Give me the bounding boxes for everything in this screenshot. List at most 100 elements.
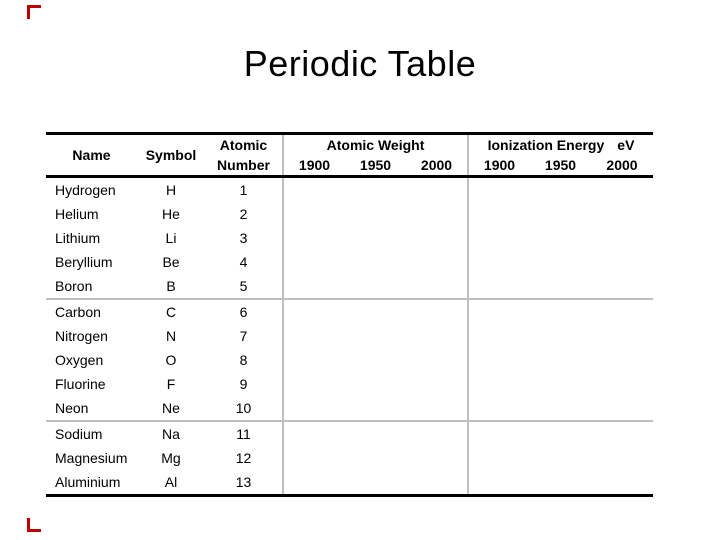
- cell-symbol: N: [165, 328, 177, 344]
- cell-ie-1900: [467, 226, 530, 250]
- col-header-aw-2000: 2000: [406, 155, 468, 178]
- cell-aw-1950: [345, 274, 406, 300]
- cell-ie-1950: [530, 202, 591, 226]
- cell-ie-1950: [530, 299, 591, 324]
- cell-ie-1900: [467, 470, 530, 496]
- cell-ie-2000: [591, 470, 653, 496]
- cell-symbol: Al: [164, 474, 178, 490]
- table-header: Name Symbol Atomic Number Atomic Weight I…: [46, 133, 654, 178]
- cell-ie-1900: [467, 176, 530, 202]
- table-row: Neon Ne 10: [46, 396, 654, 422]
- cell-aw-1900: [282, 396, 345, 422]
- cell-ie-1950: [530, 274, 591, 300]
- cell-symbol: C: [165, 304, 177, 320]
- cell-symbol: He: [162, 206, 180, 222]
- cell-atomic-number: 9: [239, 376, 248, 392]
- col-header-aw-1950: 1950: [345, 155, 406, 178]
- cell-atomic-number: 12: [235, 450, 252, 466]
- table-row: Carbon C 6: [46, 299, 653, 324]
- cell-aw-1950: [345, 324, 406, 348]
- col-header-name: Name: [46, 133, 137, 178]
- cell-aw-1950: [345, 396, 406, 422]
- table-row: Aluminium Al 13: [46, 470, 653, 496]
- table-row: Magnesium Mg 12: [46, 446, 653, 470]
- cell-ie-1950: [530, 470, 591, 496]
- cell-ie-1900: [467, 446, 530, 470]
- cell-ie-2000: [591, 396, 654, 422]
- cell-aw-2000: [406, 372, 468, 396]
- cell-ie-1950: [530, 421, 591, 446]
- cell-ie-1900: [467, 274, 530, 300]
- cell-aw-1950: [345, 372, 406, 396]
- table-row: Oxygen O 8: [46, 348, 653, 372]
- cell-name: Magnesium: [55, 450, 128, 466]
- cell-name: Aluminium: [55, 474, 121, 490]
- ionization-energy-label: Ionization Energy: [487, 137, 605, 153]
- cell-aw-2000: [406, 250, 468, 274]
- cell-ie-1950: [530, 177, 591, 203]
- cell-ie-1950: [530, 226, 591, 250]
- cell-atomic-number: 10: [205, 396, 283, 422]
- col-header-atomic-weight: Atomic Weight: [282, 133, 468, 155]
- table-body: Hydrogen H 1 Helium He 2 Lithium Li 3 Beryllium Be…: [46, 176, 654, 496]
- cell-name: Oxygen: [55, 352, 104, 368]
- red-corner-mark-bottom-left-icon: [27, 518, 41, 532]
- table-row: Boron B 5: [46, 274, 654, 300]
- cell-ie-2000: [591, 202, 653, 226]
- cell-aw-1900: [282, 226, 345, 250]
- cell-ie-1900: [467, 250, 530, 274]
- cell-atomic-number: 2: [239, 206, 248, 222]
- cell-ie-2000: [591, 348, 653, 372]
- cell-aw-1950: [345, 177, 406, 203]
- cell-ie-1950: [530, 446, 591, 470]
- cell-aw-2000: [406, 177, 468, 203]
- header-row-groups: Name Symbol Atomic Number Atomic Weight I…: [46, 133, 654, 178]
- cell-name: Boron: [46, 274, 137, 300]
- cell-aw-1900: [282, 250, 345, 274]
- cell-aw-1900: [282, 446, 345, 470]
- cell-aw-1950: [345, 250, 406, 274]
- cell-ie-2000: [591, 177, 653, 203]
- cell-name: Neon: [46, 396, 137, 422]
- cell-ie-1950: [530, 372, 591, 396]
- cell-aw-1950: [345, 299, 406, 324]
- cell-aw-1950: [345, 446, 406, 470]
- cell-name: Beryllium: [55, 254, 113, 270]
- cell-atomic-number: 6: [239, 304, 248, 320]
- table-row: Nitrogen N 7: [46, 324, 653, 348]
- cell-atomic-number: 11: [236, 426, 251, 442]
- cell-aw-1950: [345, 226, 406, 250]
- table-row: Sodium Na 11: [46, 421, 653, 446]
- table-row: Beryllium Be 4: [46, 250, 653, 274]
- cell-aw-2000: [406, 226, 468, 250]
- cell-name: Sodium: [55, 426, 103, 442]
- cell-symbol: B: [137, 274, 205, 300]
- cell-aw-1900: [282, 274, 345, 300]
- cell-symbol: O: [165, 352, 177, 368]
- cell-atomic-number: 13: [235, 474, 252, 490]
- cell-name: Hydrogen: [55, 182, 116, 198]
- cell-atomic-number: 3: [239, 230, 248, 246]
- cell-atomic-number: 7: [239, 328, 248, 344]
- col-header-aw-1900: 1900: [282, 155, 345, 178]
- cell-aw-1950: [345, 421, 406, 446]
- cell-aw-2000: [406, 299, 468, 324]
- cell-aw-1900: [282, 372, 345, 396]
- cell-aw-1900: [282, 470, 345, 496]
- cell-ie-1900: [467, 324, 530, 348]
- cell-ie-1900: [467, 202, 530, 226]
- cell-aw-2000: [406, 274, 468, 300]
- cell-ie-2000: [591, 274, 654, 300]
- cell-atomic-number: 5: [205, 274, 283, 300]
- cell-ie-1950: [530, 250, 591, 274]
- cell-symbol: Na: [162, 426, 180, 442]
- cell-ie-2000: [591, 299, 653, 324]
- cell-ie-1950: [530, 396, 591, 422]
- cell-ie-2000: [591, 250, 653, 274]
- cell-ie-2000: [591, 372, 653, 396]
- cell-symbol: Be: [162, 254, 180, 270]
- cell-aw-2000: [406, 470, 468, 496]
- cell-symbol: Li: [165, 230, 177, 246]
- cell-name: Lithium: [55, 230, 101, 246]
- periodic-table: Name Symbol Atomic Number Atomic Weight I…: [46, 132, 654, 497]
